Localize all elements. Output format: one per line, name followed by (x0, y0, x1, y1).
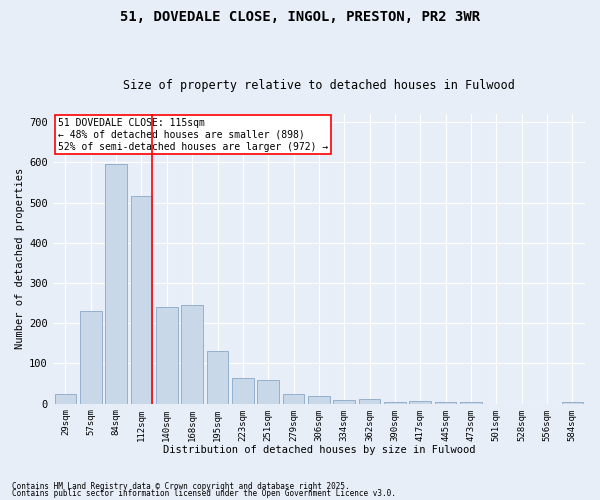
Bar (384, 402, 406, 404)
Bar (55, 394, 76, 404)
Text: 51, DOVEDALE CLOSE, INGOL, PRESTON, PR2 3WR: 51, DOVEDALE CLOSE, INGOL, PRESTON, PR2 … (120, 10, 480, 24)
Bar (435, 402, 457, 404)
Bar (359, 399, 380, 404)
Bar (562, 402, 583, 404)
Bar (308, 396, 329, 404)
Text: Contains HM Land Registry data © Crown copyright and database right 2025.: Contains HM Land Registry data © Crown c… (12, 482, 350, 491)
Bar (156, 307, 178, 404)
Text: 51 DOVEDALE CLOSE: 115sqm
← 48% of detached houses are smaller (898)
52% of semi: 51 DOVEDALE CLOSE: 115sqm ← 48% of detac… (58, 118, 328, 152)
Bar (80, 311, 101, 404)
Title: Size of property relative to detached houses in Fulwood: Size of property relative to detached ho… (123, 79, 515, 92)
Bar (257, 380, 279, 404)
Y-axis label: Number of detached properties: Number of detached properties (15, 168, 25, 350)
Bar (334, 400, 355, 404)
Text: Contains public sector information licensed under the Open Government Licence v3: Contains public sector information licen… (12, 490, 396, 498)
Bar (409, 400, 431, 404)
Bar (283, 394, 304, 404)
Bar (460, 402, 482, 404)
X-axis label: Distribution of detached houses by size in Fulwood: Distribution of detached houses by size … (163, 445, 475, 455)
Bar (106, 164, 127, 404)
Bar (181, 305, 203, 404)
Bar (207, 352, 228, 404)
Bar (232, 378, 254, 404)
Bar (131, 196, 152, 404)
